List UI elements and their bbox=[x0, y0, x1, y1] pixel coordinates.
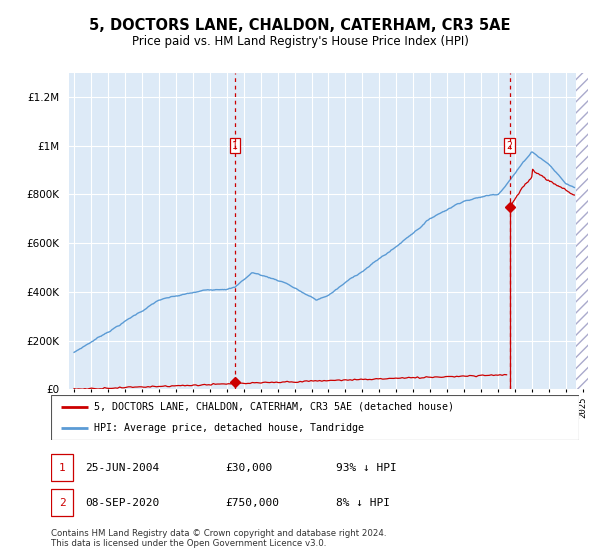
Text: 2: 2 bbox=[507, 141, 512, 151]
Text: £30,000: £30,000 bbox=[225, 463, 272, 473]
Text: HPI: Average price, detached house, Tandridge: HPI: Average price, detached house, Tand… bbox=[94, 423, 364, 433]
Text: 5, DOCTORS LANE, CHALDON, CATERHAM, CR3 5AE: 5, DOCTORS LANE, CHALDON, CATERHAM, CR3 … bbox=[89, 18, 511, 32]
Text: 25-JUN-2004: 25-JUN-2004 bbox=[85, 463, 160, 473]
Text: 08-SEP-2020: 08-SEP-2020 bbox=[85, 498, 160, 507]
Text: 5, DOCTORS LANE, CHALDON, CATERHAM, CR3 5AE (detached house): 5, DOCTORS LANE, CHALDON, CATERHAM, CR3 … bbox=[94, 402, 454, 412]
Text: 1: 1 bbox=[59, 463, 65, 473]
Bar bbox=[576, 73, 596, 389]
Text: 2: 2 bbox=[59, 498, 65, 507]
Text: Price paid vs. HM Land Registry's House Price Index (HPI): Price paid vs. HM Land Registry's House … bbox=[131, 35, 469, 49]
Bar bbox=[51, 454, 73, 481]
Text: £750,000: £750,000 bbox=[225, 498, 279, 507]
Text: 93% ↓ HPI: 93% ↓ HPI bbox=[336, 463, 397, 473]
Text: 8% ↓ HPI: 8% ↓ HPI bbox=[336, 498, 390, 507]
Text: Contains HM Land Registry data © Crown copyright and database right 2024.
This d: Contains HM Land Registry data © Crown c… bbox=[51, 529, 386, 548]
Bar bbox=[51, 489, 73, 516]
Text: 1: 1 bbox=[232, 141, 238, 151]
